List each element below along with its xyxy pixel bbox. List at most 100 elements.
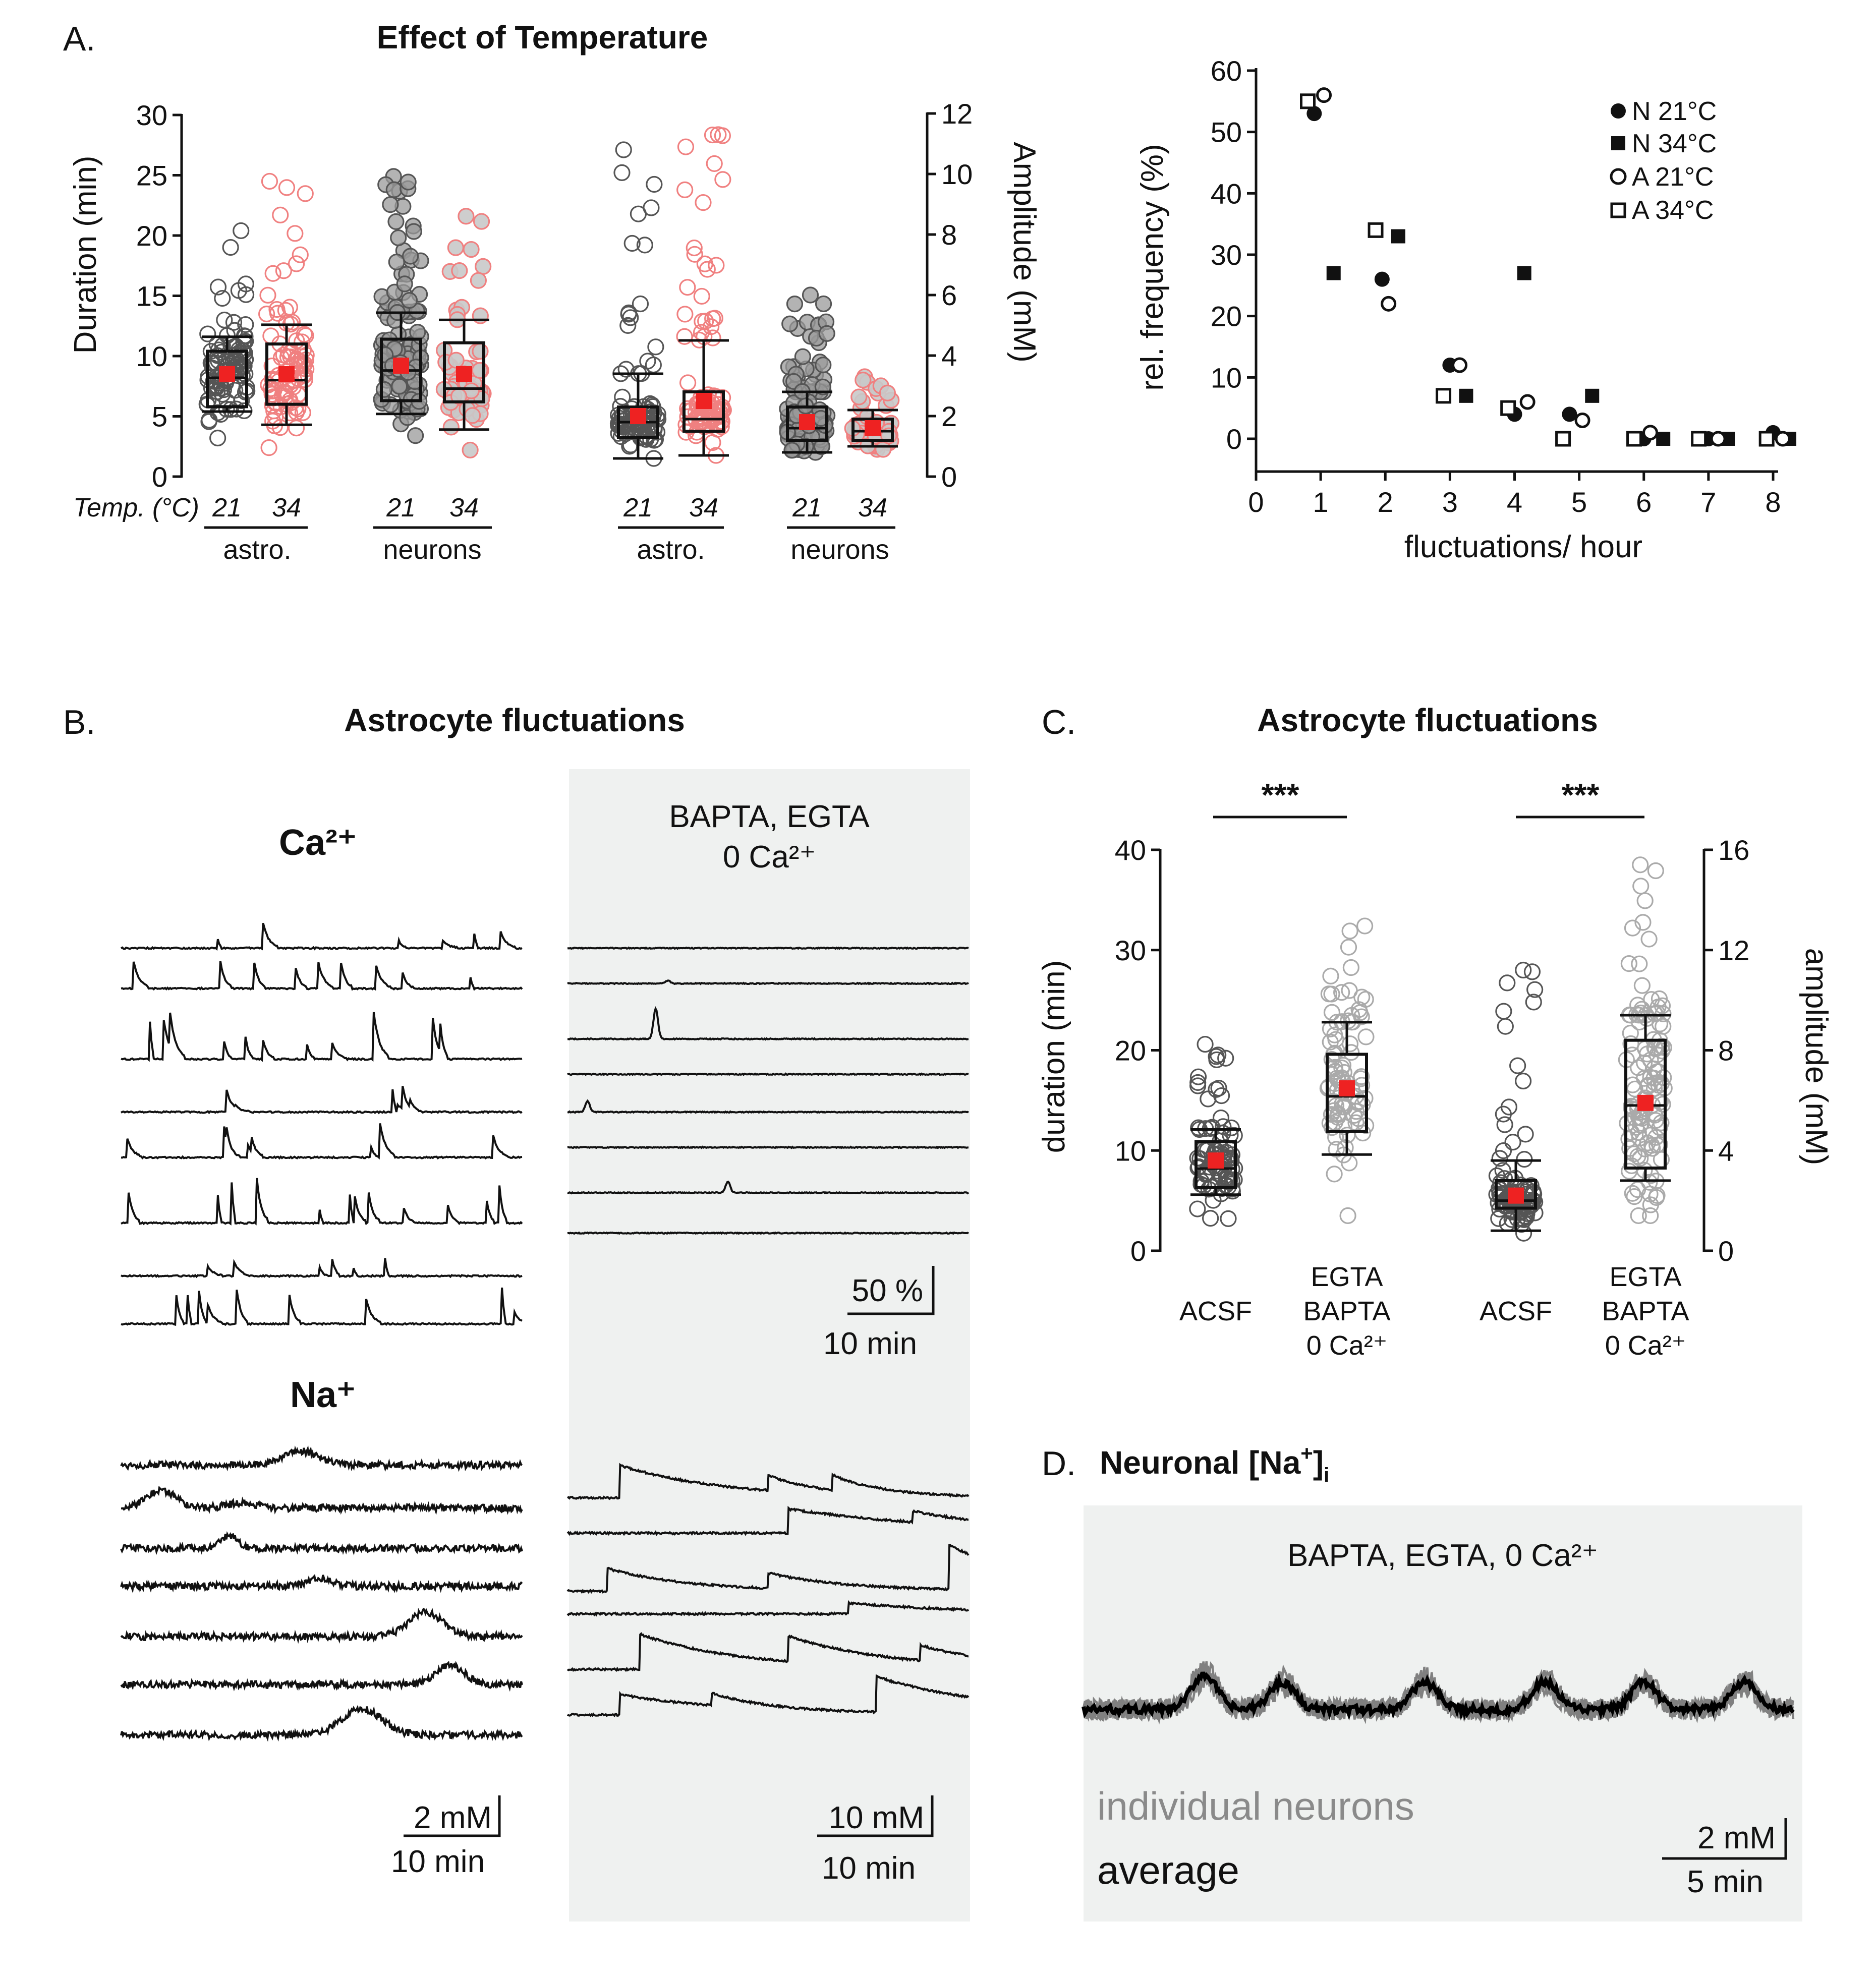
y-tick-label: 10	[136, 340, 167, 372]
c-category-egta: EGTA BAPTA 0 Ca²⁺	[1303, 1262, 1390, 1361]
marker-n34	[1459, 388, 1473, 403]
data-point	[1632, 1149, 1649, 1167]
data-point	[1632, 856, 1649, 874]
data-point	[1634, 914, 1652, 931]
data-point	[1200, 1090, 1217, 1108]
data-point	[1326, 1166, 1343, 1183]
y-tick-label: 40	[1211, 178, 1242, 209]
y-tick-label: 5	[152, 401, 167, 433]
panel-d: D. Neuronal [Na+]i BAPTA, EGTA, 0 Ca²⁺ i…	[1042, 1441, 1802, 1922]
data-point	[630, 205, 647, 222]
ca-trace	[566, 979, 969, 985]
data-point	[400, 173, 417, 191]
data-point	[1641, 1174, 1658, 1191]
data-point	[1189, 1068, 1207, 1085]
condition-line2: 0 Ca²⁺	[723, 840, 816, 875]
data-point	[632, 295, 649, 313]
ca-trace	[567, 946, 969, 950]
data-point	[714, 171, 731, 188]
data-point	[1626, 1188, 1643, 1205]
data-point	[288, 420, 305, 437]
data-point	[1220, 1210, 1237, 1227]
data-point	[202, 355, 219, 372]
data-point	[1620, 955, 1637, 972]
panel-c: C. Astrocyte fluctuations 0 10 20 30 40 0 4 8 1…	[1037, 702, 1834, 1361]
data-point	[855, 371, 872, 389]
data-point	[1208, 1081, 1225, 1098]
data-point	[1515, 1225, 1532, 1242]
data-point	[1494, 1162, 1511, 1179]
cat-line: EGTA	[1609, 1262, 1681, 1292]
data-point	[704, 329, 721, 346]
data-point	[451, 262, 468, 279]
condition-line1: BAPTA, EGTA	[669, 799, 870, 834]
data-point	[261, 172, 278, 190]
data-point	[615, 141, 632, 158]
data-point	[1624, 1076, 1641, 1093]
data-point	[1323, 1106, 1340, 1123]
data-point	[226, 382, 244, 399]
data-point	[686, 246, 703, 263]
c-category-acsf: ACSF	[1480, 1296, 1552, 1326]
legend-marker-n21	[1611, 103, 1626, 119]
data-point	[1632, 878, 1650, 895]
data-point	[1631, 1117, 1649, 1134]
data-point	[288, 255, 305, 272]
data-point	[297, 185, 314, 202]
data-point	[1509, 1057, 1526, 1074]
scale-label: 50 %	[852, 1273, 923, 1308]
y-tick-label: 16	[1718, 834, 1749, 866]
ca-trace	[567, 1145, 969, 1149]
a-duration-ylabel: Duration (min)	[68, 156, 103, 354]
data-point	[1515, 961, 1532, 979]
data-point	[1342, 959, 1359, 976]
data-point	[647, 338, 664, 356]
data-point	[706, 155, 723, 172]
data-point	[704, 310, 721, 327]
data-point	[1517, 1126, 1534, 1143]
data-point	[275, 262, 293, 279]
x-tick-label: 4	[1507, 486, 1522, 518]
y-tick-label: 60	[1211, 55, 1242, 87]
data-point	[1624, 919, 1641, 937]
data-point	[693, 287, 710, 305]
group-label-neurons: neurons	[383, 535, 481, 565]
marker-n34	[1656, 432, 1671, 446]
marker-a21	[1316, 87, 1332, 103]
data-point	[230, 282, 247, 299]
data-point	[473, 213, 490, 230]
data-point	[1208, 1051, 1225, 1069]
neuron-trace-group	[1082, 1661, 1795, 1725]
y-tick-label: 20	[1211, 301, 1242, 332]
panel-a-title: Effect of Temperature	[377, 19, 708, 55]
data-point	[1639, 1134, 1656, 1151]
data-point	[1340, 939, 1357, 956]
c-duration-ylabel: duration (min)	[1037, 960, 1071, 1153]
data-point	[200, 413, 217, 430]
mean-marker	[1208, 1152, 1224, 1169]
data-point	[259, 286, 276, 304]
scale-label: 2 mM	[414, 1800, 492, 1835]
data-point	[1504, 1134, 1521, 1151]
ca-trace	[121, 1178, 523, 1226]
data-point	[1323, 985, 1340, 1003]
data-point	[1499, 1197, 1516, 1215]
temp-a7: 21	[792, 493, 822, 522]
data-point	[1328, 1141, 1345, 1158]
data-point	[1341, 922, 1358, 940]
temp-a2: 34	[272, 493, 301, 522]
data-point	[802, 286, 819, 304]
legend: N 21°C N 34°C A 21°C A 34°C	[1610, 97, 1717, 225]
data-point	[209, 429, 226, 447]
scale-bar-na-right: 10 mM 10 min	[817, 1795, 934, 1886]
data-point	[781, 315, 799, 332]
data-point	[222, 401, 239, 418]
data-point	[1644, 1140, 1661, 1157]
y-tick-label: 0	[1130, 1235, 1146, 1267]
mean-marker	[799, 414, 815, 430]
y-tick-label: 15	[136, 280, 167, 312]
y-tick-label: 20	[1115, 1035, 1146, 1067]
data-point	[623, 235, 641, 252]
